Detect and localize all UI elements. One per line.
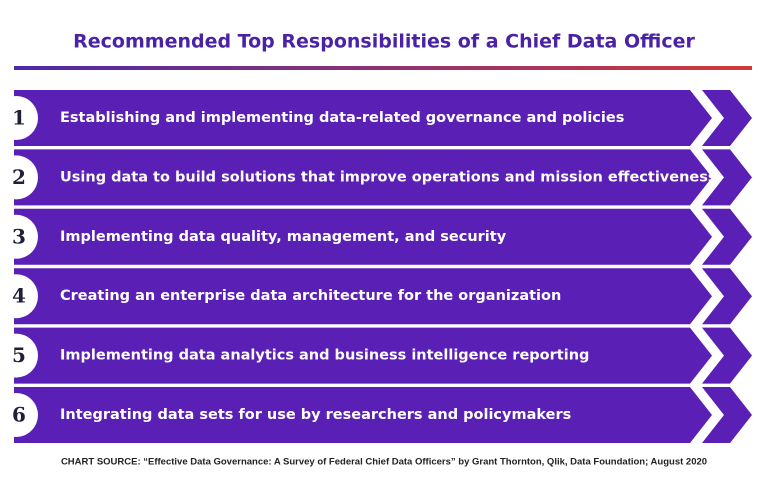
chevron xyxy=(702,387,752,443)
band xyxy=(14,387,712,443)
number-badge xyxy=(0,333,38,378)
chevron xyxy=(702,208,752,265)
item-text: Using data to build solutions that impro… xyxy=(60,169,717,185)
item-number: 3 xyxy=(12,224,26,248)
item-number: 4 xyxy=(12,284,26,308)
chevron xyxy=(702,268,752,325)
item-number: 1 xyxy=(12,106,26,130)
rows: 1 Establishing and implementing data-rela… xyxy=(0,90,752,443)
number-badge xyxy=(0,274,38,319)
row: 1 Establishing and implementing data-rela… xyxy=(0,90,752,146)
band xyxy=(14,208,712,265)
chevron xyxy=(702,327,752,384)
item-text: Integrating data sets for use by researc… xyxy=(60,407,571,423)
divider xyxy=(14,66,752,70)
number-badge xyxy=(0,96,38,140)
band xyxy=(14,327,712,384)
number-badge xyxy=(0,214,38,259)
item-text: Implementing data quality, management, a… xyxy=(60,229,507,245)
source: CHART SOURCE: “Effective Data Governance… xyxy=(61,457,707,468)
band xyxy=(14,90,712,146)
row: 6 Integrating data sets for use by resear… xyxy=(0,387,752,443)
item-number: 2 xyxy=(12,165,26,189)
row: 5 Implementing data analytics and busines… xyxy=(0,327,752,384)
row: 4 Creating an enterprise data architectur… xyxy=(0,268,752,325)
item-number: 5 xyxy=(12,343,26,367)
title: Recommended Top Responsibilities of a Ch… xyxy=(73,31,695,53)
item-text: Implementing data analytics and business… xyxy=(60,348,589,364)
item-text: Creating an enterprise data architecture… xyxy=(60,288,561,304)
number-badge xyxy=(0,155,38,200)
number-badge xyxy=(0,393,38,437)
item-text: Establishing and implementing data-relat… xyxy=(60,110,624,126)
band xyxy=(14,268,712,325)
row: 3 Implementing data quality, management, … xyxy=(0,208,752,265)
chevron xyxy=(702,90,752,146)
band xyxy=(14,149,712,206)
item-number: 6 xyxy=(12,403,26,427)
row: 2 Using data to build solutions that impr… xyxy=(0,149,752,206)
chevron xyxy=(702,149,752,206)
